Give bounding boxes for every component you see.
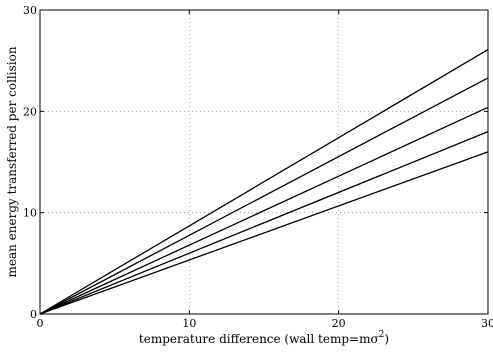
- y-tick-label: 10: [23, 207, 37, 220]
- x-axis-label-tail: ): [384, 332, 389, 346]
- y-tick-label: 20: [23, 105, 37, 118]
- y-tick-label: 0: [30, 308, 37, 321]
- series-layer: [39, 48, 489, 315]
- x-tick-label: 20: [332, 317, 346, 330]
- series-line-1: [39, 48, 489, 315]
- grid-layer: [40, 10, 488, 314]
- x-tick-label: 10: [182, 317, 196, 330]
- y-axis-label: mean energy transferred per collision: [5, 46, 19, 277]
- x-axis-label-main: temperature difference (wall temp=mσ: [139, 332, 379, 346]
- series-line-4: [39, 130, 489, 315]
- series-line-2: [39, 77, 489, 315]
- x-axis-label: temperature difference (wall temp=mσ2): [139, 330, 389, 346]
- series-line-5: [39, 151, 489, 315]
- plot-frame: [39, 9, 489, 315]
- tick-layer: 0 10 20 30 0 10 20 30: [23, 4, 493, 330]
- series-line-3: [39, 106, 489, 315]
- x-tick-label: 0: [37, 317, 44, 330]
- x-tick-label: 30: [481, 317, 493, 330]
- x-axis-label-superscript: 2: [379, 330, 385, 340]
- y-tick-label: 30: [23, 4, 37, 17]
